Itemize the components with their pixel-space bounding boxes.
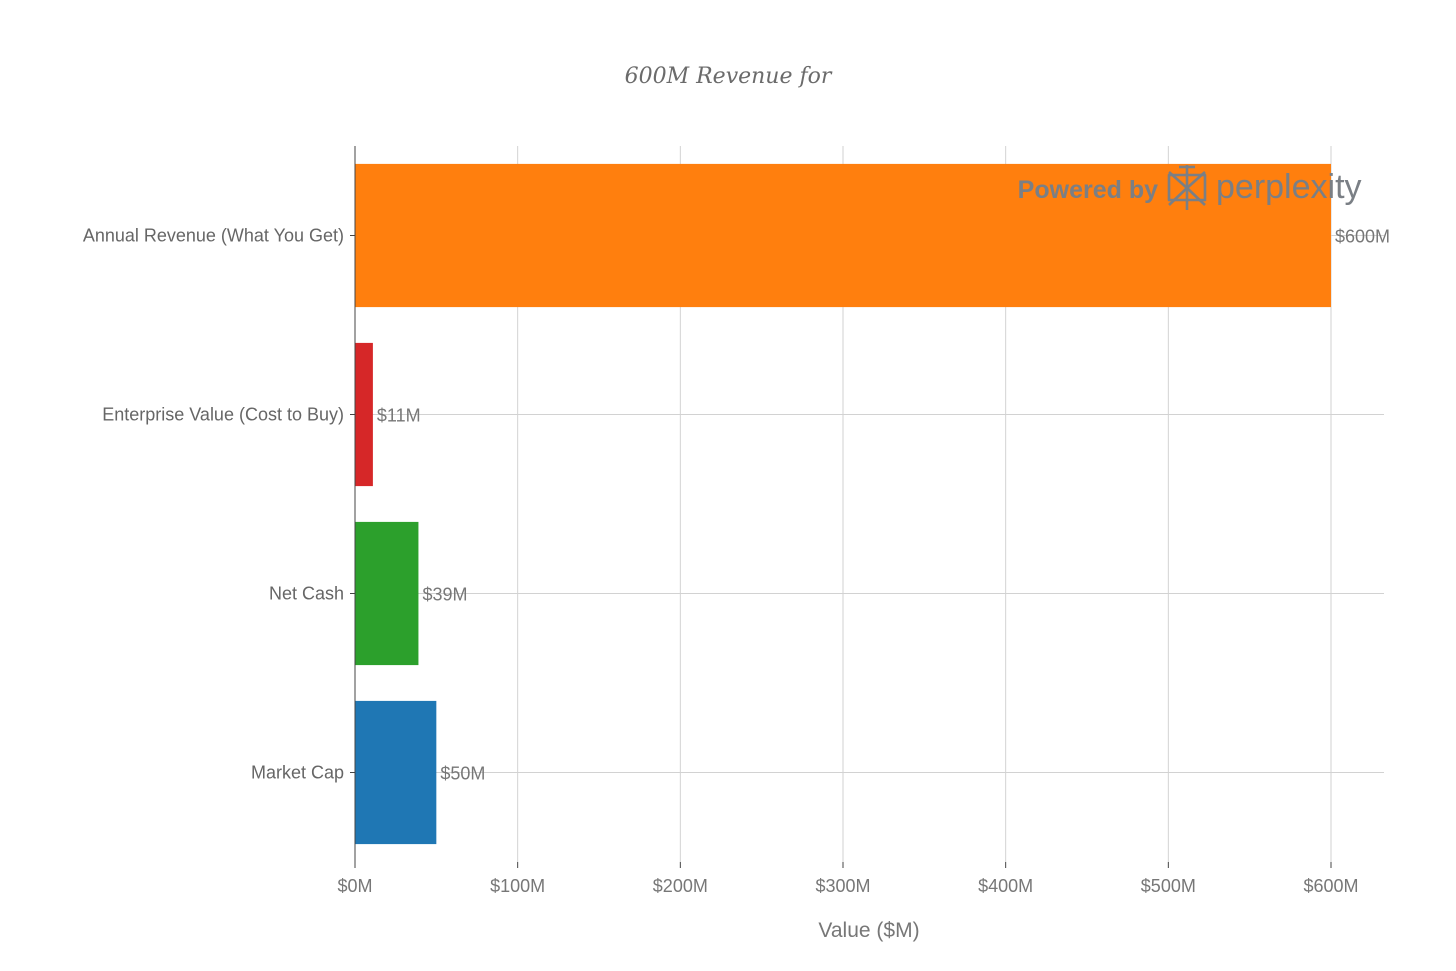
data-labels: $600M $11M $39M $50M (377, 227, 1390, 784)
bar (355, 521, 419, 666)
category-label: Annual Revenue (What You Get) (83, 226, 344, 246)
data-label: $39M (422, 585, 467, 605)
x-tick-label: $400M (978, 876, 1033, 896)
x-tick-label: $600M (1303, 876, 1358, 896)
category-label: Enterprise Value (Cost to Buy) (102, 405, 344, 425)
category-label: Net Cash (269, 584, 344, 604)
bar (355, 700, 437, 845)
data-label: $50M (440, 764, 485, 784)
data-label: $600M (1335, 227, 1390, 247)
watermark: Powered by perplexity (1018, 165, 1362, 210)
x-tick-label: $0M (337, 876, 372, 896)
x-tick-labels: $0M $100M $200M $300M $400M $500M $600M (337, 876, 1358, 896)
watermark-prefix: Powered by (1018, 176, 1158, 204)
x-tick-label: $300M (815, 876, 870, 896)
x-axis-title: Value ($M) (818, 919, 919, 942)
category-label: Market Cap (251, 763, 344, 783)
x-tick-label: $100M (490, 876, 545, 896)
data-label: $11M (377, 406, 421, 426)
perplexity-logo-icon (1167, 165, 1207, 210)
category-labels: Annual Revenue (What You Get) Enterprise … (83, 226, 344, 783)
x-tick-label: $500M (1141, 876, 1196, 896)
bar (355, 342, 373, 487)
chart-title: 600M Revenue for (625, 64, 833, 89)
x-tick-label: $200M (653, 876, 708, 896)
watermark-brand: perplexity (1216, 168, 1362, 206)
